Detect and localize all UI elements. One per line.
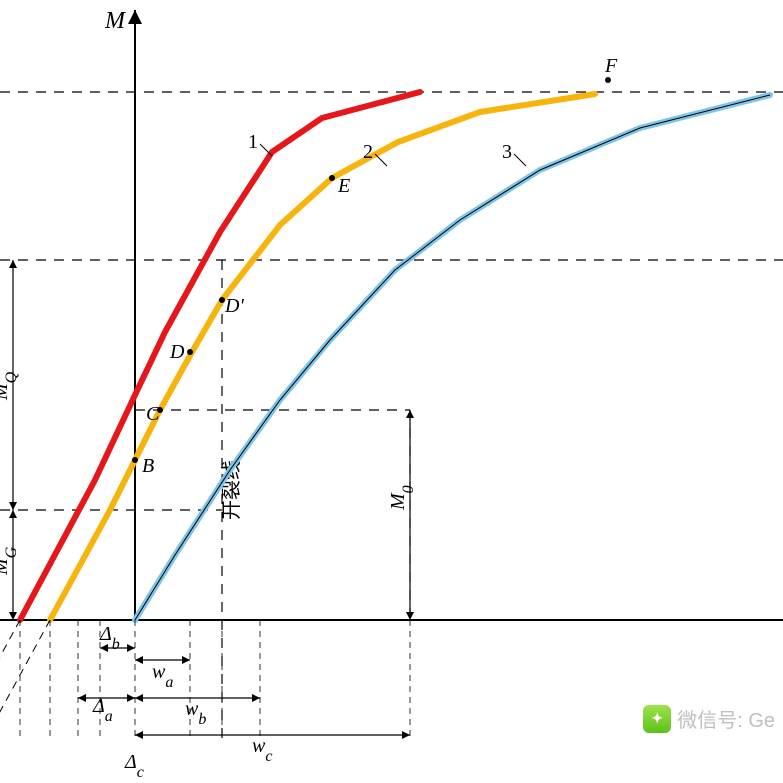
svg-text:wb: wb: [185, 698, 206, 728]
svg-text:M: M: [104, 8, 127, 34]
svg-text:MQ: MQ: [0, 371, 20, 401]
svg-text:C: C: [146, 403, 160, 425]
svg-text:M0: M0: [387, 485, 417, 511]
wechat-icon: ✦: [643, 705, 671, 733]
svg-text:D': D': [224, 295, 244, 317]
svg-text:E: E: [337, 175, 350, 197]
moment-displacement-chart: M开裂线123FED'DCBMQMGM0ΔbwaΔawbwcΔc: [0, 0, 783, 783]
svg-text:MG: MG: [0, 546, 20, 576]
svg-text:Δa: Δa: [92, 695, 113, 725]
svg-text:1: 1: [248, 131, 258, 153]
svg-text:wa: wa: [152, 661, 173, 691]
watermark: ✦ 微信号: Ge: [643, 704, 775, 733]
svg-text:B: B: [142, 455, 154, 477]
svg-text:Δc: Δc: [124, 751, 144, 781]
watermark-text: 微信号: Ge: [677, 704, 775, 733]
svg-text:wc: wc: [252, 735, 272, 765]
svg-text:D: D: [169, 341, 185, 363]
svg-text:2: 2: [363, 141, 373, 163]
svg-text:F: F: [604, 55, 618, 77]
svg-text:3: 3: [502, 141, 512, 163]
